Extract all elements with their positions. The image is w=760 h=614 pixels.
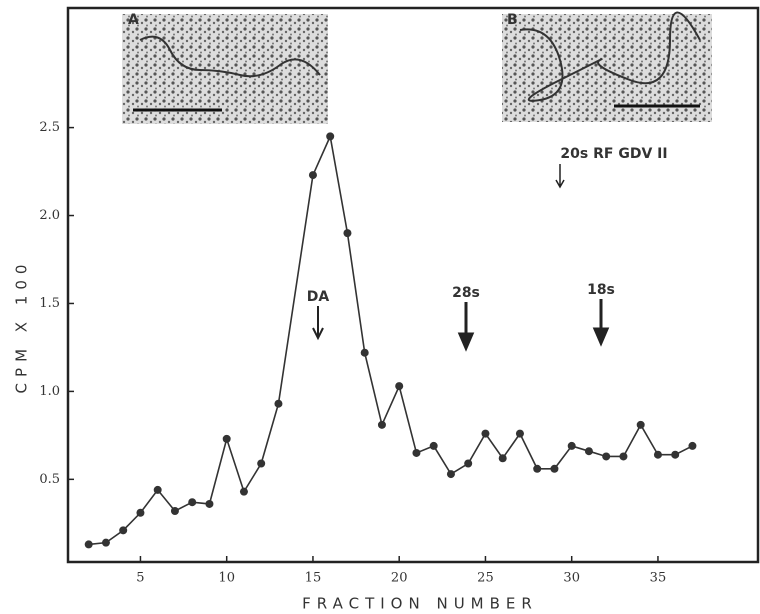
x-tick-label: 20 (391, 571, 408, 586)
data-point (653, 450, 662, 459)
data-point (412, 448, 421, 457)
data-point (84, 540, 93, 549)
y-tick-label: 1.5 (39, 296, 60, 311)
x-tick-label: 5 (136, 571, 144, 586)
y-tick-label: 2.5 (39, 120, 60, 135)
data-point (274, 399, 283, 408)
data-point (550, 464, 559, 473)
y-tick-label: 1.0 (39, 384, 60, 399)
arrow (457, 302, 475, 352)
arrow (312, 306, 324, 341)
annotation: DA (307, 289, 330, 305)
micrograph-a (122, 14, 328, 124)
data-point (170, 506, 179, 515)
data-point (360, 348, 369, 357)
data-point (257, 459, 266, 468)
data-point (498, 454, 507, 463)
data-point (239, 487, 248, 496)
annotation: 20s RF GDV II (560, 146, 667, 162)
micrograph-b (502, 11, 712, 122)
data-point (429, 441, 438, 450)
data-point (395, 382, 404, 391)
arrow (592, 299, 610, 347)
data-point (205, 499, 214, 508)
data-point (464, 459, 473, 468)
annotation: A (128, 12, 139, 28)
plot-frame (66, 6, 760, 564)
data-point (101, 538, 110, 547)
x-tick-label: 15 (305, 571, 322, 586)
data-point (567, 441, 576, 450)
arrow (555, 164, 565, 189)
data-point (326, 132, 335, 141)
annotation: B (507, 12, 518, 28)
data-point (377, 420, 386, 429)
data-point (688, 441, 697, 450)
x-tick-label: 10 (218, 571, 235, 586)
data-point (119, 526, 128, 535)
x-tick-label: 25 (477, 571, 494, 586)
data-point (619, 452, 628, 461)
data-point (671, 450, 680, 459)
y-tick-label: 2.0 (39, 208, 60, 223)
y-tick-label: 0.5 (39, 472, 60, 487)
data-point (636, 420, 645, 429)
data-point (308, 171, 317, 180)
x-axis-label: FRACTION NUMBER (302, 595, 538, 613)
data-point (602, 452, 611, 461)
data-point (584, 447, 593, 456)
x-tick-label: 35 (650, 571, 667, 586)
data-point (136, 508, 145, 517)
annotation: 28s (452, 285, 480, 301)
data-point (515, 429, 524, 438)
data-point (481, 429, 490, 438)
data-point (153, 485, 162, 494)
annotation: 18s (587, 282, 615, 298)
data-point (343, 229, 352, 238)
data-point (446, 470, 455, 479)
x-tick-label: 30 (563, 571, 580, 586)
data-point (533, 464, 542, 473)
data-point (188, 498, 197, 507)
data-point (222, 434, 231, 443)
y-axis-label: CPM X 100 (13, 259, 31, 394)
